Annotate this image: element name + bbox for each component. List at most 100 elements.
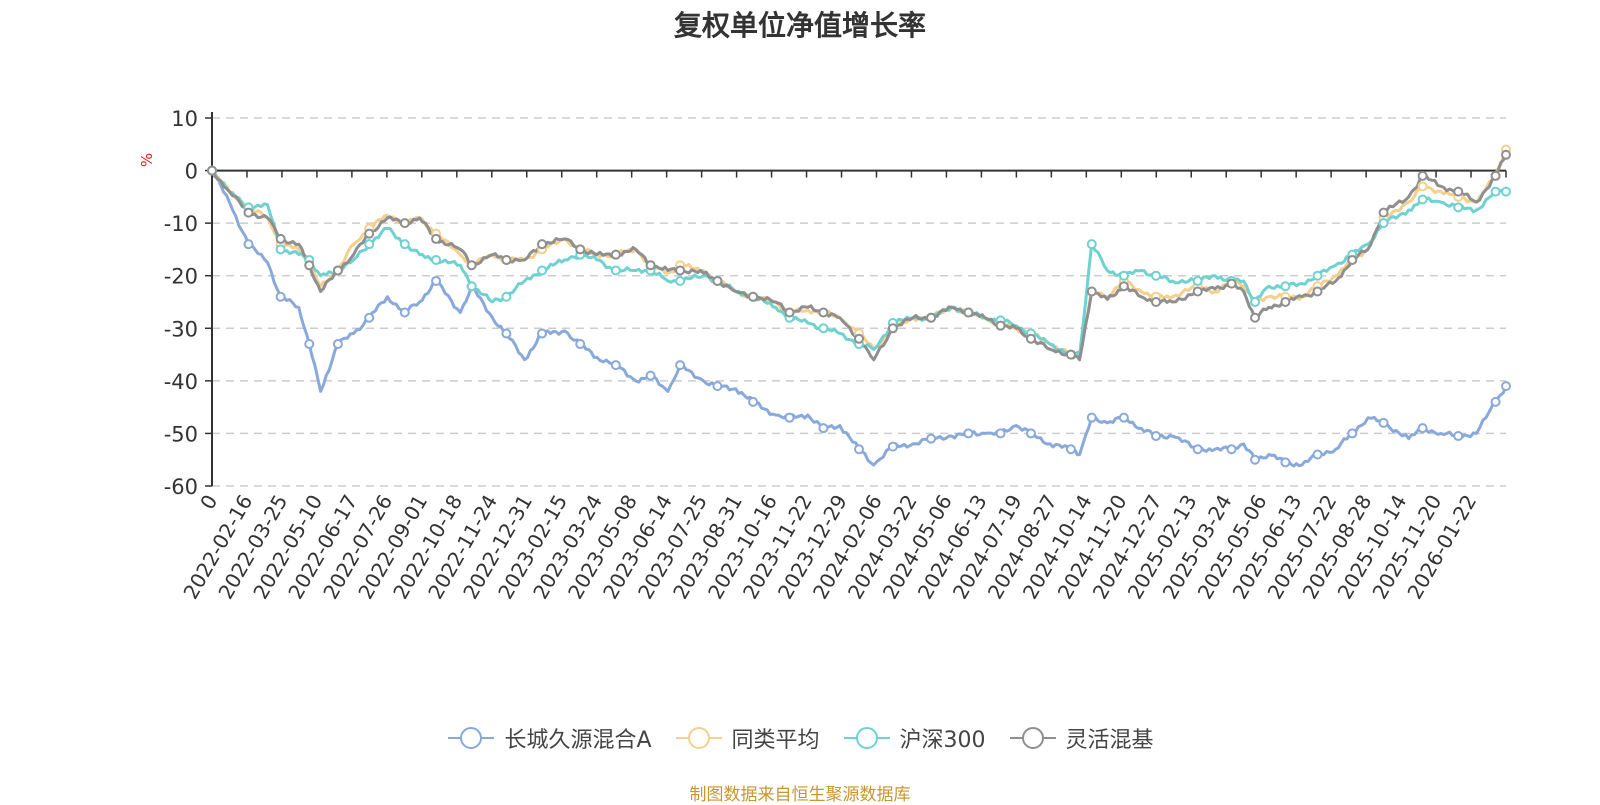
- data-point: [926, 312, 937, 323]
- data-point: [675, 360, 686, 371]
- series-line: [210, 148, 1508, 357]
- data-point: [1086, 412, 1097, 423]
- legend-item[interactable]: 沪深300: [842, 722, 986, 754]
- data-point: [399, 239, 410, 250]
- data-point: [431, 275, 442, 286]
- data-point: [1453, 202, 1464, 213]
- data-point: [1226, 444, 1237, 455]
- legend-line-circle-icon: [448, 727, 495, 749]
- y-tick-label: -30: [164, 317, 198, 341]
- gridlines: [212, 117, 1506, 487]
- data-point: [712, 381, 723, 392]
- data-point: [275, 233, 286, 244]
- data-point: [1118, 270, 1129, 281]
- data-point: [748, 291, 759, 302]
- data-point: [1378, 218, 1389, 229]
- data-point: [332, 265, 343, 276]
- legend: 长城久源混合A 同类平均 沪深300 灵活混基: [0, 722, 1600, 754]
- data-point: [1501, 381, 1511, 392]
- data-point: [1118, 412, 1129, 423]
- data-point: [207, 165, 217, 176]
- data-point: [854, 333, 864, 344]
- data-point: [1250, 312, 1261, 323]
- data-point: [818, 323, 829, 334]
- data-point: [466, 260, 477, 271]
- data-point: [1501, 186, 1511, 197]
- data-point: [1417, 181, 1428, 192]
- data-point: [1226, 278, 1237, 289]
- data-point: [1065, 349, 1076, 360]
- data-point: [645, 370, 656, 381]
- y-axis: 10 0 -10 -20 -30 -40 -50 -60: [164, 107, 213, 499]
- data-point: [501, 291, 512, 302]
- data-point: [1501, 149, 1511, 160]
- data-point: [818, 423, 829, 434]
- legend-line-circle-icon: [843, 727, 890, 749]
- data-point: [784, 307, 795, 318]
- data-point: [1312, 286, 1323, 297]
- data-point: [431, 254, 442, 265]
- series-line: [210, 169, 1508, 468]
- data-point: [364, 228, 375, 239]
- data-point: [784, 412, 795, 423]
- data-point: [1151, 431, 1162, 442]
- data-point: [1453, 431, 1464, 442]
- data-point: [645, 260, 656, 271]
- y-tick-label: -50: [164, 422, 198, 446]
- data-point: [675, 265, 686, 276]
- data-point: [1417, 423, 1428, 434]
- data-point: [1280, 457, 1291, 468]
- data-point: [243, 207, 254, 218]
- data-point: [1490, 186, 1501, 197]
- chart-title: 复权单位净值增长率: [673, 9, 926, 42]
- data-point: [1347, 428, 1358, 439]
- data-point: [243, 239, 254, 250]
- data-point: [1417, 194, 1428, 205]
- data-point: [575, 244, 586, 255]
- data-point: [304, 260, 315, 271]
- legend-item[interactable]: 灵活混基: [1008, 722, 1154, 754]
- source-note: 制图数据来自恒生聚源数据库: [689, 785, 911, 805]
- data-point: [1250, 454, 1261, 465]
- data-point: [818, 307, 829, 318]
- data-point: [537, 328, 548, 339]
- legend-line-circle-icon: [675, 727, 722, 749]
- data-point: [926, 433, 937, 444]
- data-point: [537, 265, 548, 276]
- data-point: [854, 444, 864, 455]
- data-point: [1065, 444, 1076, 455]
- data-point: [610, 249, 621, 260]
- data-point: [995, 428, 1006, 439]
- data-point: [1378, 417, 1389, 428]
- x-tick-label: 0: [195, 491, 222, 514]
- data-point: [1417, 170, 1428, 181]
- data-point: [1312, 449, 1323, 460]
- data-point: [887, 323, 898, 334]
- legend-label: 同类平均: [731, 728, 820, 753]
- legend-label: 灵活混基: [1065, 728, 1154, 753]
- legend-label: 长城久源混合A: [504, 728, 652, 753]
- data-point: [1312, 270, 1323, 281]
- legend-item[interactable]: 长城久源混合A: [446, 722, 652, 754]
- y-tick-label: -60: [164, 475, 198, 499]
- data-point: [466, 281, 477, 292]
- data-point: [748, 396, 759, 407]
- data-point: [1453, 186, 1464, 197]
- x-axis: 02022-02-162022-03-252022-05-102022-06-1…: [178, 169, 1507, 603]
- data-point: [1490, 396, 1501, 407]
- data-point: [712, 275, 723, 286]
- data-point: [275, 291, 286, 302]
- y-tick-label: -20: [164, 265, 198, 289]
- data-point: [1192, 275, 1203, 286]
- data-point: [1192, 286, 1203, 297]
- data-point: [1490, 170, 1501, 181]
- y-axis-label: %: [138, 153, 156, 167]
- data-point: [1025, 428, 1036, 439]
- series-line: [210, 169, 1507, 357]
- legend-item[interactable]: 同类平均: [674, 722, 820, 754]
- data-point: [610, 360, 621, 371]
- data-point: [575, 339, 586, 350]
- data-point: [304, 339, 315, 350]
- data-point: [963, 428, 974, 439]
- data-point: [501, 328, 512, 339]
